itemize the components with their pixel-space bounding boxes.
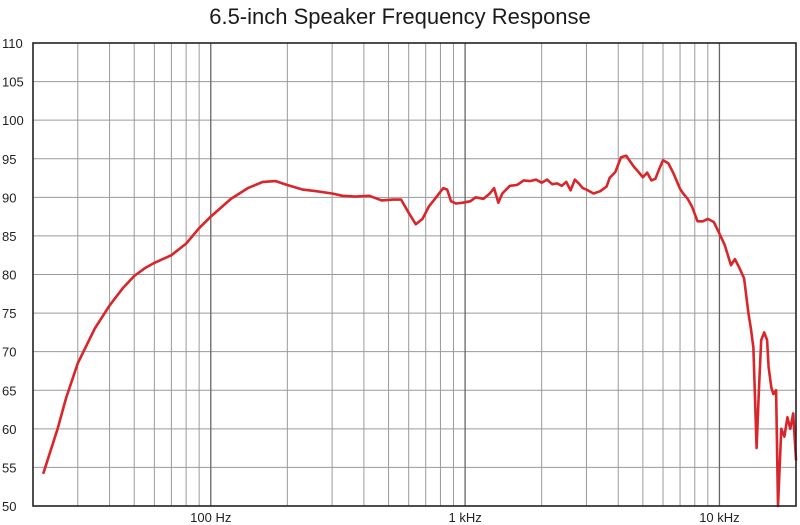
y-tick-label: 65 [2,383,16,398]
series-layer [42,154,798,508]
y-tick-label: 105 [2,75,24,90]
x-tick-label: 100 Hz [190,510,231,525]
y-tick-label: 85 [2,229,16,244]
y-tick-label: 90 [2,190,16,205]
y-tick-label: 110 [2,36,23,51]
chart-title: 6.5-inch Speaker Frequency Response [209,4,591,29]
y-tick-label: 75 [2,306,16,321]
response-curve [42,154,798,508]
x-tick-label: 1 kHz [448,510,481,525]
y-tick-label: 95 [2,152,16,167]
y-tick-label: 60 [2,422,16,437]
y-axis-ticks: 50 55 60 65 70 75 80 85 90 95 100 105 110 [2,36,24,514]
plot-frame [32,42,797,507]
y-tick-label: 55 [2,460,16,475]
grid-lines [32,42,797,507]
y-tick-label: 50 [2,499,16,514]
x-axis-ticks: 100 Hz 1 kHz 10 kHz [190,510,740,525]
y-tick-label: 80 [2,268,16,283]
y-tick-label: 70 [2,345,16,360]
y-tick-label: 100 [2,113,24,128]
x-tick-label: 10 kHz [699,510,739,525]
